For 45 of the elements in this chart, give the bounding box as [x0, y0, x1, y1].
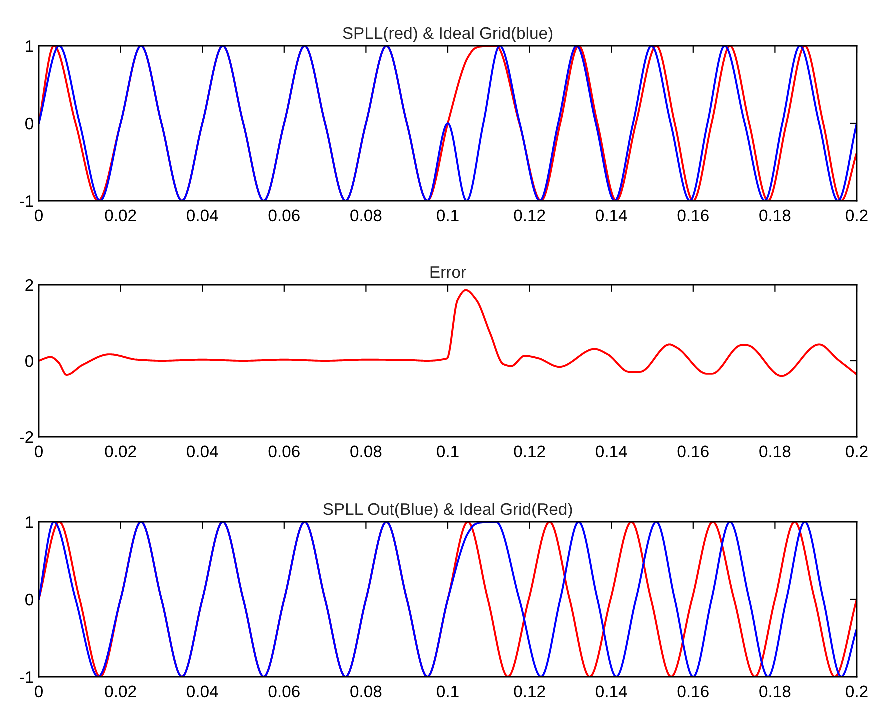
y-tick-label: 2 [26, 279, 34, 292]
x-tick-label: 0.08 [350, 446, 382, 458]
x-tick-label: 0.06 [268, 446, 300, 458]
x-tick-label: 0.2 [846, 686, 868, 698]
x-tick-label: 0 [35, 686, 43, 698]
x-tick-label: 0.16 [678, 446, 709, 458]
y-tick-label: 0 [26, 118, 34, 130]
x-tick-label: 0.14 [596, 686, 628, 698]
x-tick-label: 0.06 [268, 686, 300, 698]
x-tick-label: 0.02 [105, 210, 136, 222]
x-tick-label: 0.08 [350, 210, 382, 222]
x-tick-label: 0.16 [678, 686, 709, 698]
y-tick-label: -1 [20, 196, 34, 208]
x-tick-label: 0.18 [760, 446, 791, 458]
x-tick-label: 0.2 [846, 210, 868, 222]
x-tick-label: 0.02 [105, 686, 136, 698]
chart-title: SPLL Out(Blue) & Ideal Grid(Red) [324, 502, 572, 519]
x-tick-label: 0.1 [437, 210, 459, 222]
chart-title: Error [430, 266, 466, 278]
x-tick-label: 0.04 [187, 686, 218, 698]
y-tick-label: 1 [26, 40, 34, 52]
x-tick-label: 0.18 [760, 686, 791, 698]
y-tick-label: -2 [20, 431, 34, 444]
x-tick-label: 0.14 [596, 210, 628, 222]
x-tick-label: 0.16 [678, 210, 709, 222]
x-tick-label: 0.02 [105, 446, 136, 458]
x-tick-label: 0.04 [187, 446, 218, 458]
y-tick-label: -1 [20, 672, 34, 684]
x-tick-label: 0.1 [437, 446, 459, 458]
x-tick-label: 0.06 [268, 210, 300, 222]
x-tick-label: 0.12 [514, 446, 546, 458]
x-tick-label: 0.12 [514, 686, 546, 698]
x-tick-label: 0.18 [760, 210, 791, 222]
x-tick-label: 0.2 [846, 446, 868, 458]
y-tick-label: 0 [26, 355, 34, 368]
x-tick-label: 0 [35, 446, 43, 458]
y-tick-label: 0 [26, 594, 34, 606]
x-tick-label: 0.14 [596, 446, 628, 458]
x-tick-label: 0.1 [437, 686, 459, 698]
x-tick-label: 0.04 [187, 210, 218, 222]
y-tick-label: 1 [26, 516, 34, 528]
x-tick-label: 0.08 [350, 686, 382, 698]
chart-title: SPLL(red) & Ideal Grid(blue) [343, 26, 553, 43]
x-tick-label: 0.12 [514, 210, 546, 222]
x-tick-label: 0 [35, 210, 43, 222]
